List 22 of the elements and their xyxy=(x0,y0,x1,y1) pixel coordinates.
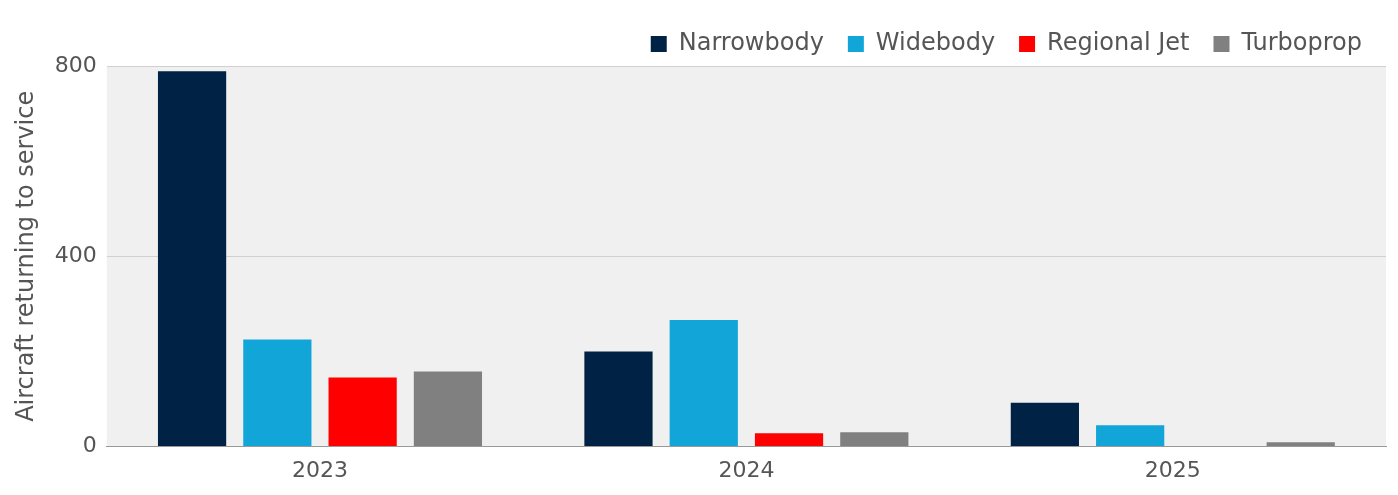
bar xyxy=(1010,402,1079,447)
bar xyxy=(1266,442,1335,447)
bar xyxy=(840,432,909,447)
bar xyxy=(328,377,397,447)
x-tick-label: 2025 xyxy=(1144,456,1201,482)
legend-label: Narrowbody xyxy=(678,28,824,57)
y-axis-title: Aircraft returning to service xyxy=(10,90,39,422)
legend-label: Turboprop xyxy=(1240,28,1363,57)
bar xyxy=(157,71,227,447)
x-tick-label: 2023 xyxy=(291,456,348,482)
legend-label: Regional Jet xyxy=(1047,28,1190,57)
y-tick-label: 800 xyxy=(54,51,97,77)
bar xyxy=(669,320,738,447)
bar xyxy=(243,339,312,447)
y-tick-label: 400 xyxy=(54,242,97,268)
x-tick-label: 2024 xyxy=(718,456,775,482)
y-tick-label: 0 xyxy=(82,432,97,458)
legend-label: Widebody xyxy=(875,28,996,57)
bar xyxy=(754,433,824,447)
bar xyxy=(584,351,653,447)
bar xyxy=(1096,425,1165,447)
bar xyxy=(413,371,483,447)
